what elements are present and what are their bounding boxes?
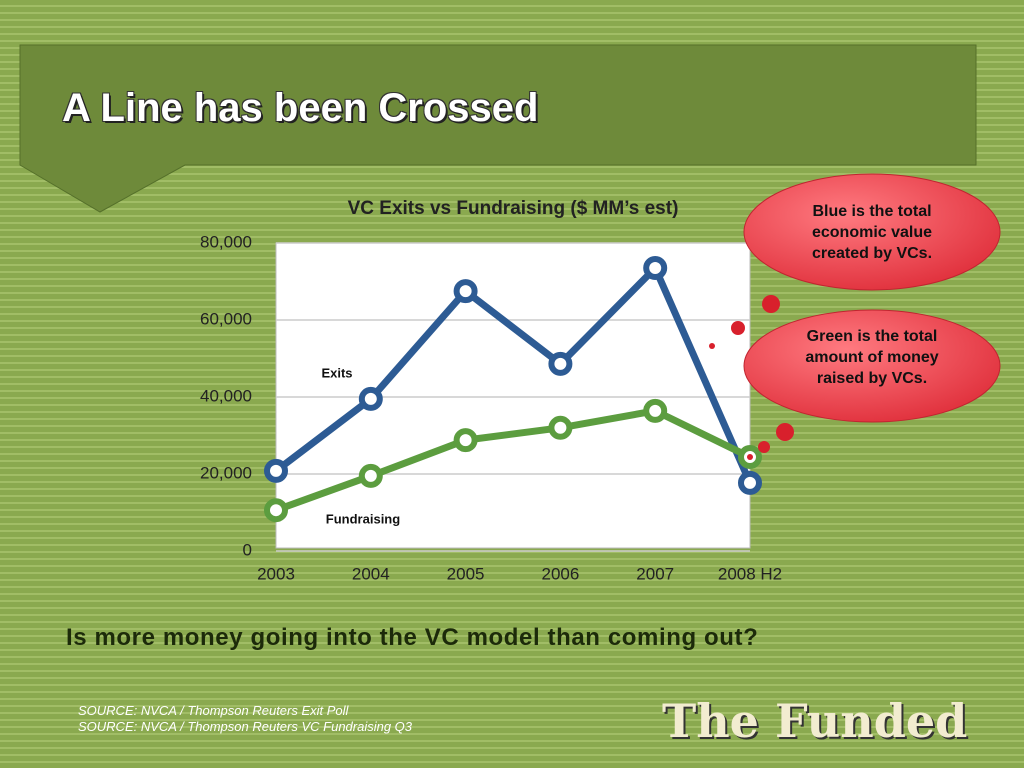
data-point xyxy=(358,386,383,411)
series-label: Fundraising xyxy=(326,511,400,526)
data-point xyxy=(264,458,288,483)
x-tick-label: 2008 H2 xyxy=(718,564,782,583)
data-point xyxy=(643,398,668,423)
data-point xyxy=(453,428,478,453)
data-point xyxy=(453,279,478,304)
x-tick-label: 2005 xyxy=(447,564,485,583)
y-tick-label: 80,000 xyxy=(200,232,252,251)
series-line xyxy=(273,264,754,485)
chart-title: VC Exits vs Fundraising ($ MM’s est) xyxy=(348,198,679,219)
callout-text: Green is the total amount of money raise… xyxy=(805,328,939,387)
data-point xyxy=(548,415,573,440)
x-tick-label: 2004 xyxy=(352,564,390,583)
x-tick-label: 2007 xyxy=(636,564,674,583)
y-tick-label: 0 xyxy=(243,540,252,559)
x-tick-label: 2006 xyxy=(541,564,579,583)
y-tick-label: 20,000 xyxy=(200,463,252,482)
source: SOURCE: NVCA / Thompson Reuters Exit Pol… xyxy=(78,703,349,718)
data-point xyxy=(264,498,288,523)
callout-cloud xyxy=(743,309,1001,423)
y-tick-label: 40,000 xyxy=(200,386,252,405)
callout-text: Blue is the total economic value created… xyxy=(811,203,933,262)
slide-title: A Line has been Crossed xyxy=(62,86,539,130)
data-point xyxy=(738,470,762,495)
x-tick-label: 2003 xyxy=(257,564,295,583)
source: SOURCE: NVCA / Thompson Reuters VC Fundr… xyxy=(78,719,413,734)
title-banner xyxy=(19,44,977,213)
data-point xyxy=(358,463,383,488)
callout-cloud xyxy=(743,173,1001,291)
logo: The Funded xyxy=(662,694,968,748)
series-line xyxy=(274,407,752,514)
series-label: Exits xyxy=(321,365,352,380)
question: Is more money going into the VC model th… xyxy=(66,624,759,651)
callout-dots xyxy=(709,295,794,460)
y-tick-label: 60,000 xyxy=(200,309,252,328)
plot-area xyxy=(275,242,751,549)
data-point xyxy=(548,351,573,376)
data-point xyxy=(643,256,668,281)
